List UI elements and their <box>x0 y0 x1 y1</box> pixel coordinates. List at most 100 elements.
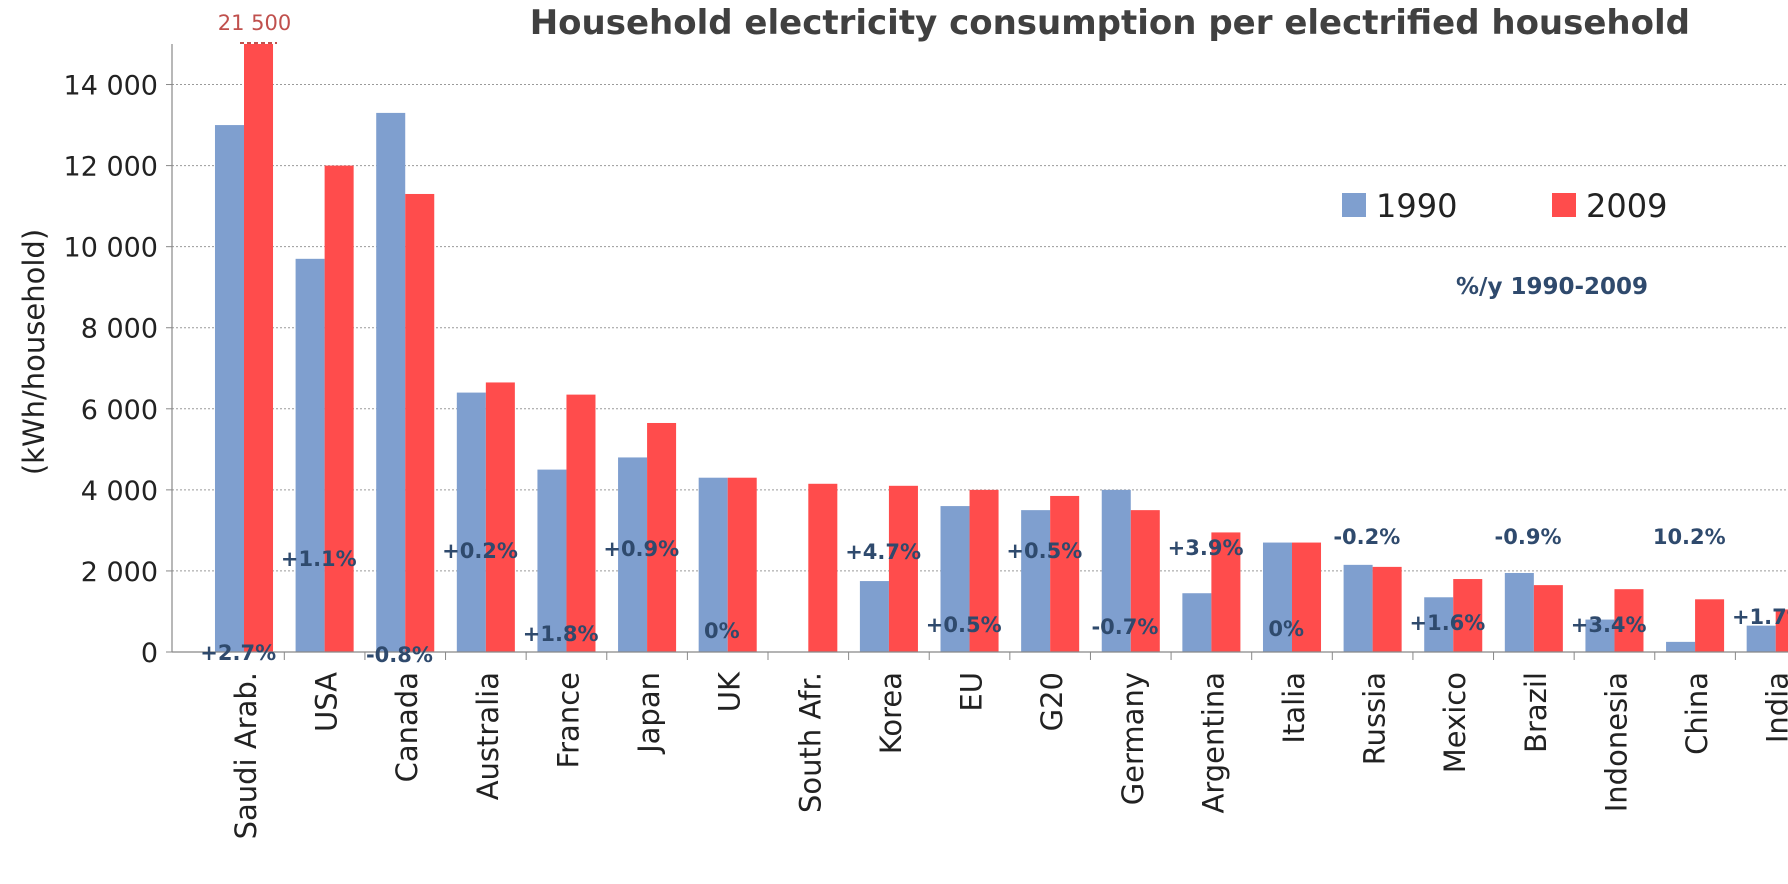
growth-rate-label: +1.1% <box>281 547 357 571</box>
bar-1990 <box>376 112 406 652</box>
growth-rate-label: +1.8% <box>523 622 599 646</box>
bar-2009 <box>888 485 918 652</box>
growth-rate-label: +0.2% <box>442 539 518 563</box>
growth-rate-label: +0.9% <box>603 537 679 561</box>
y-tick-label: 12 000 <box>64 152 158 183</box>
category-label: Japan <box>632 672 666 755</box>
category-label: G20 <box>1035 672 1069 731</box>
bar-2009 <box>1372 566 1402 652</box>
category-label: Italia <box>1277 672 1311 744</box>
bar-2009 <box>244 44 274 652</box>
chart-title: Household electricity consumption per el… <box>530 3 1690 43</box>
bar-1990 <box>940 506 970 652</box>
legend-label-1990: 1990 <box>1376 187 1457 225</box>
category-label: Canada <box>390 672 424 782</box>
y-tick-label: 8 000 <box>81 314 158 345</box>
bar-2009 <box>485 382 515 652</box>
y-tick-label: 10 000 <box>64 233 158 264</box>
growth-rate-label: +0.5% <box>926 613 1002 637</box>
growth-rate-label: +4.7% <box>845 540 921 564</box>
growth-rate-label: -0.2% <box>1333 525 1400 549</box>
growth-rate-label: -0.8% <box>366 643 433 667</box>
bar-1990 <box>1585 619 1615 652</box>
bar-1990 <box>1666 641 1696 652</box>
data-labels: +2.7% +1.1% -0.8% +0.2% +1.8% +0.9% 0% +4.7% +0.… <box>200 11 1788 667</box>
category-label: Australia <box>471 672 505 800</box>
growth-rate-label: -0.9% <box>1495 525 1562 549</box>
bar-2009 <box>1211 532 1241 652</box>
bar-1990 <box>214 125 244 653</box>
growth-rate-label: +3.4% <box>1571 613 1647 637</box>
growth-rate-label: +3.9% <box>1168 536 1244 560</box>
bar-1990 <box>859 581 889 652</box>
growth-rate-label: +2.7% <box>200 641 276 665</box>
category-label: Indonesia <box>1599 672 1633 812</box>
bar-2009 <box>1533 585 1563 652</box>
category-label: Russia <box>1358 672 1392 765</box>
category-label: China <box>1680 672 1714 755</box>
bar-1990 <box>1262 542 1292 652</box>
bar-2009 <box>1453 579 1483 652</box>
overflow-value-label: 21 500 <box>218 11 291 35</box>
bar-2009 <box>727 477 757 652</box>
bar-2009 <box>1292 542 1322 652</box>
bar-1990 <box>1101 489 1131 652</box>
growth-rate-label: -0.7% <box>1091 615 1158 639</box>
y-tick-label: 4 000 <box>81 476 158 507</box>
bar-1990 <box>1021 510 1051 652</box>
category-label: UK <box>713 671 747 712</box>
category-label: Mexico <box>1438 672 1472 773</box>
bar-1990 <box>1504 572 1534 652</box>
bar-1990 <box>1182 593 1212 652</box>
category-label: Korea <box>874 672 908 754</box>
growth-rate-label: +0.5% <box>1006 539 1082 563</box>
legend-swatch-1990 <box>1342 193 1366 217</box>
bar-2009 <box>324 165 354 652</box>
category-label: USA <box>310 672 344 732</box>
category-label: South Afr. <box>793 672 827 813</box>
category-label: EU <box>955 672 989 712</box>
y-tick-label: 14 000 <box>64 71 158 102</box>
bar-1990 <box>295 258 325 652</box>
bar-2009 <box>1130 510 1160 652</box>
bar-2009 <box>647 422 677 652</box>
y-tick-label: 2 000 <box>81 557 158 588</box>
category-label: France <box>551 672 585 768</box>
y-tick-label: 0 <box>141 638 158 669</box>
bar-2009 <box>1775 609 1788 652</box>
bar-1990 <box>1343 564 1373 652</box>
bar-2009 <box>405 193 435 652</box>
growth-rate-label: 0% <box>704 619 740 643</box>
bar-2009 <box>1050 495 1080 652</box>
growth-rate-label: +1.6% <box>1410 611 1486 635</box>
growth-rate-label: 0% <box>1268 617 1304 641</box>
bar-1990 <box>618 457 648 652</box>
axes: 0 2 000 4 000 6 000 8 000 10 000 12 000 14 000 S… <box>64 44 1788 839</box>
legend-swatch-2009 <box>1552 193 1576 217</box>
bar-1990 <box>1746 625 1776 652</box>
bar-2009 <box>1695 599 1725 652</box>
bar-1990 <box>698 477 728 652</box>
bar-1990 <box>1424 597 1454 652</box>
y-tick-label: 6 000 <box>81 395 158 426</box>
category-label: Saudi Arab. <box>229 672 263 839</box>
bar-1990 <box>456 392 486 652</box>
growth-rate-label: +1.7% <box>1732 605 1788 629</box>
bar-2009 <box>969 489 999 652</box>
bar-1990 <box>537 469 567 652</box>
category-label: Brazil <box>1519 672 1553 753</box>
legend-label-2009: 2009 <box>1586 187 1667 225</box>
growth-rate-note: %/y 1990-2009 <box>1456 274 1648 300</box>
category-label: Argentina <box>1196 672 1230 813</box>
growth-rate-label: 10.2% <box>1653 525 1726 549</box>
bars <box>214 44 1788 653</box>
bar-2009 <box>1614 589 1644 652</box>
category-label: Germany <box>1116 672 1150 805</box>
y-axis-label: (kWh/household) <box>17 229 51 475</box>
bar-2009 <box>808 483 838 652</box>
legend: 1990 2009 %/y 1990-2009 <box>1342 187 1667 300</box>
category-label: India <box>1761 672 1788 743</box>
bar-2009 <box>566 394 596 652</box>
